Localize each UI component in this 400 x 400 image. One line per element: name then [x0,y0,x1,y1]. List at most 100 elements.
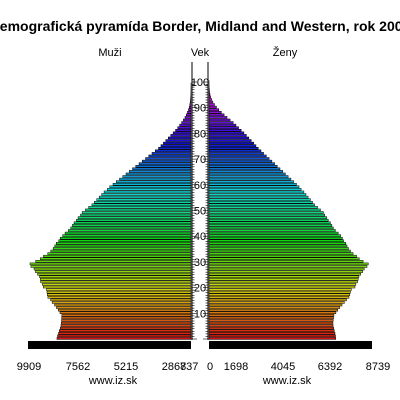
female-bar [208,200,313,204]
male-bar [47,293,192,296]
female-bar [208,105,217,109]
female-bar [208,177,292,181]
male-bar [116,180,192,183]
male-bar [163,141,192,145]
female-bar [208,332,336,335]
male-bar [91,203,192,207]
age-tick-label: 80 [194,128,206,140]
male-bar [47,252,192,255]
female-bar [208,100,214,104]
male-bar [122,175,192,178]
female-bar [208,257,360,261]
age-tick-label: 40 [194,231,206,243]
male-bar [37,272,192,276]
female-bar [208,198,311,201]
female-bar [208,144,257,147]
female-bar [208,95,211,99]
male-bar [158,147,192,150]
male-bar [58,239,192,243]
male-bar [172,131,192,135]
age-tick-label: 90 [194,103,206,115]
female-bar [208,218,329,222]
male-bar [94,200,192,204]
female-bar [208,242,347,245]
male-bar [88,206,192,209]
male-bar [46,290,192,294]
female-axis-tick-label: 4045 [271,361,295,373]
male-bar [61,319,192,322]
age-tick-label: 50 [194,206,206,218]
age-tick-label: 100 [191,77,209,89]
female-bar [208,103,215,106]
female-bar [208,172,286,176]
male-bar [47,296,192,299]
male-bar [40,280,192,284]
female-bar [208,234,341,237]
male-bar [43,285,192,289]
chart-title: Demografická pyramída Border, Midland an… [0,18,400,34]
female-bar [208,159,273,163]
female-bar [208,164,278,168]
male-bar [135,164,192,168]
male-bar [72,224,192,227]
male-bar [54,244,192,248]
male-bar [76,218,192,222]
male-bar [61,321,192,325]
male-bar [30,265,192,268]
female-bar [208,111,222,114]
male-bar [58,308,192,312]
female-bar [208,265,368,268]
age-tick-column: 10 20 30 40 50 60 70 80 90 100 [191,62,209,340]
female-bar [208,90,210,93]
male-bar [148,154,192,158]
female-bar [208,239,344,243]
age-tick-label: 10 [194,308,206,320]
male-bar [61,314,192,317]
male-bar [58,332,192,335]
male-bar [138,162,192,165]
male-bar [189,100,192,104]
female-bar [208,301,345,304]
male-axis-tick-label: 737 [180,361,198,373]
female-bar [208,126,239,129]
male-bar [184,116,192,119]
male-bar [109,185,192,189]
female-bar [208,311,337,314]
female-bar [208,175,289,178]
female-bar [208,267,365,271]
female-bar [208,193,307,196]
male-bar [170,134,192,137]
female-bar [208,321,334,325]
male-bar [160,144,192,147]
male-bar [51,301,192,304]
male-bar [179,123,192,127]
female-bar [208,170,284,173]
male-bar [56,306,192,309]
male-bar [39,275,192,278]
male-bar [129,170,192,173]
female-bar [208,272,361,276]
male-axis-tick-label: 7562 [66,361,90,373]
female-bar [208,262,369,266]
male-axis-tick-label: 9909 [17,361,41,373]
female-bar [208,236,343,240]
female-bar [208,280,358,284]
female-bar [208,288,352,291]
male-axis-tick-label: 2868 [162,361,186,373]
male-bar [46,288,192,291]
female-bar [208,118,231,122]
female-bar [208,123,237,127]
male-bar [54,303,192,307]
male-bar [132,167,192,171]
male-bar [103,190,192,194]
male-bar [59,329,192,332]
female-bar [208,283,357,286]
female-bar [208,188,302,191]
female-bar [208,249,351,253]
female-bar [208,136,250,140]
male-bar [50,249,192,253]
age-tick-label: 20 [194,283,206,295]
female-axis-tick-label: 6392 [318,361,342,373]
female-baseline [209,341,372,349]
female-bar [208,129,242,132]
